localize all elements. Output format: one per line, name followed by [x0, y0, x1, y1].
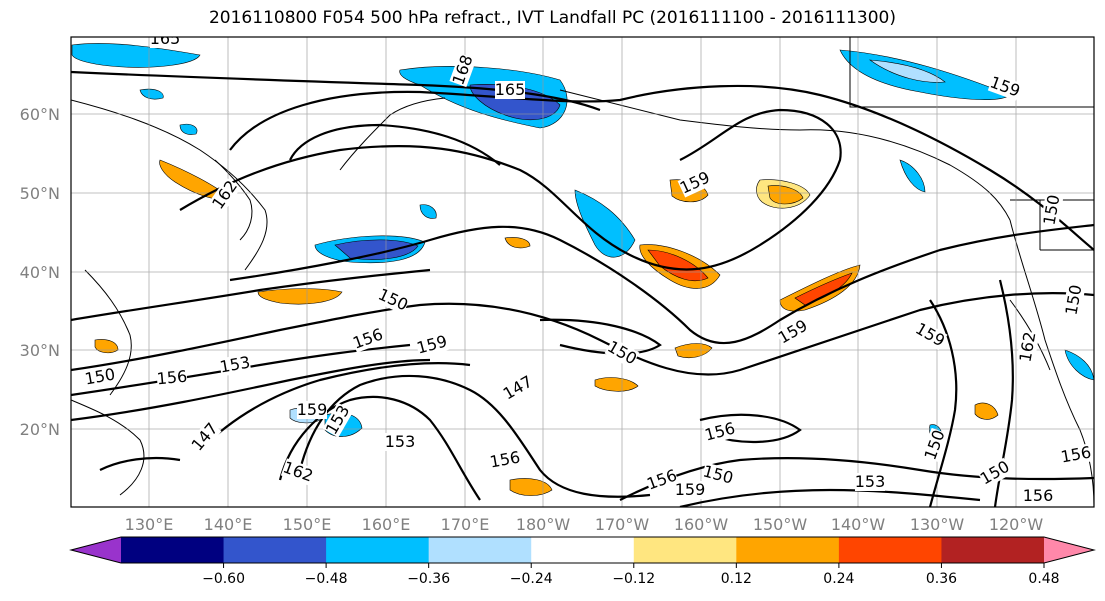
contour-label-bg: [188, 419, 222, 455]
contour-label-bg: [488, 448, 522, 472]
colorbar-extend-low: [71, 537, 121, 563]
contour-label-bg: [1059, 443, 1093, 467]
lon-label: 120°W: [989, 515, 1044, 534]
contour-label-bg: [855, 473, 885, 491]
colorbar-tick-label: −0.48: [305, 571, 348, 587]
longitude-axis: 130°E 140°E 150°E 160°E 170°E 180°W 170°…: [125, 515, 1044, 534]
colorbar-tick-label: 0.36: [926, 571, 957, 587]
shading-layer: [71, 43, 1094, 496]
contour-label: 165: [150, 29, 181, 48]
contour-label-bg: [156, 367, 188, 389]
colorbar-segment: [428, 537, 532, 563]
lat-label: 20°N: [20, 420, 60, 439]
colorbar-tick-label: −0.24: [510, 571, 553, 587]
contour-label-bg: [375, 285, 411, 315]
contour-label-bg: [209, 177, 241, 213]
gridlines: [71, 37, 1094, 507]
contour-label: 156: [1023, 486, 1054, 505]
contour-label: 165: [495, 80, 526, 99]
contour-label-bg: [987, 73, 1023, 101]
lat-label: 30°N: [20, 341, 60, 360]
lon-label: 160°E: [362, 515, 411, 534]
contour-layer: [71, 70, 1094, 507]
contour-label-bg: [449, 52, 477, 88]
latitude-axis: 20°N 30°N 40°N 50°N 60°N: [20, 105, 60, 439]
contour-label-bg: [1016, 330, 1040, 364]
contour-label-bg: [495, 81, 525, 99]
contour-label-bg: [297, 401, 327, 419]
contour-label: 159: [675, 480, 706, 499]
colorbar-segment: [633, 537, 737, 563]
contour-label: 153: [855, 472, 886, 491]
contour-label-bg: [701, 462, 735, 488]
colorbar: −0.60 −0.48 −0.36 −0.24 −0.12 0.12 0.24 0.36 0.4…: [69, 536, 1096, 587]
colorbar-tick-label: −0.36: [407, 571, 450, 587]
colorbar-segment: [326, 537, 430, 563]
colorbar-segment: [531, 537, 635, 563]
contour-label-bg: [385, 433, 415, 451]
contour-label-bg: [1023, 487, 1053, 505]
contour-label-bg: [675, 481, 705, 499]
lat-label: 40°N: [20, 263, 60, 282]
colorbar-extend-high: [1044, 537, 1094, 563]
contour-label-bg: [500, 372, 536, 404]
lon-label: 160°W: [674, 515, 729, 534]
lon-label: 150°E: [283, 515, 332, 534]
contour-label: 159: [297, 400, 328, 419]
map-border: [70, 36, 1095, 508]
contour-label-bg: [1040, 193, 1064, 227]
contour-label-bg: [977, 457, 1013, 489]
colorbar-tick-label: 0.48: [1028, 571, 1059, 587]
lon-label: 150°W: [753, 515, 808, 534]
contour-label-bg: [775, 316, 811, 348]
contour-label-bg: [921, 427, 949, 463]
contour-label-bg: [604, 337, 640, 369]
contour-label-bg: [322, 402, 354, 438]
lat-label: 60°N: [20, 105, 60, 124]
map-title: 2016110800 F054 500 hPa refract., IVT La…: [208, 8, 896, 28]
colorbar-segment: [223, 537, 327, 563]
colorbar-segment: [121, 537, 225, 563]
colorbar-tick-label: −0.12: [612, 571, 655, 587]
lon-label: 130°E: [125, 515, 174, 534]
lon-label: 140°E: [204, 515, 253, 534]
contour-label-bg: [280, 458, 316, 486]
lon-label: 130°W: [910, 515, 965, 534]
lon-label: 170°W: [595, 515, 650, 534]
contour-label: 156: [156, 367, 188, 389]
colorbar-segment: [736, 537, 840, 563]
lon-label: 170°E: [441, 515, 490, 534]
colorbar-tick-label: −0.60: [202, 571, 245, 587]
contour-label: 153: [385, 432, 416, 451]
contour-label-bg: [83, 365, 117, 389]
colorbar-segment: [941, 537, 1045, 563]
contour-label-bg: [415, 332, 449, 358]
contour-label-bg: [1062, 283, 1086, 317]
lon-label: 140°W: [831, 515, 886, 534]
colorbar-segment: [838, 537, 942, 563]
contour-label-bg: [218, 353, 252, 377]
lon-label: 180°W: [516, 515, 571, 534]
colorbar-tick-label: 0.24: [823, 571, 854, 587]
contour-label-bg: [703, 419, 737, 445]
contour-label-bg: [150, 37, 180, 48]
contour-label-bg: [677, 168, 713, 198]
colorbar-tick-label: 0.12: [721, 571, 752, 587]
colorbar-outline: [69, 536, 1096, 564]
contour-label-bg: [912, 319, 948, 351]
contour-label-bg: [350, 325, 386, 353]
contour-label-bg: [644, 466, 680, 494]
lat-label: 50°N: [20, 184, 60, 203]
